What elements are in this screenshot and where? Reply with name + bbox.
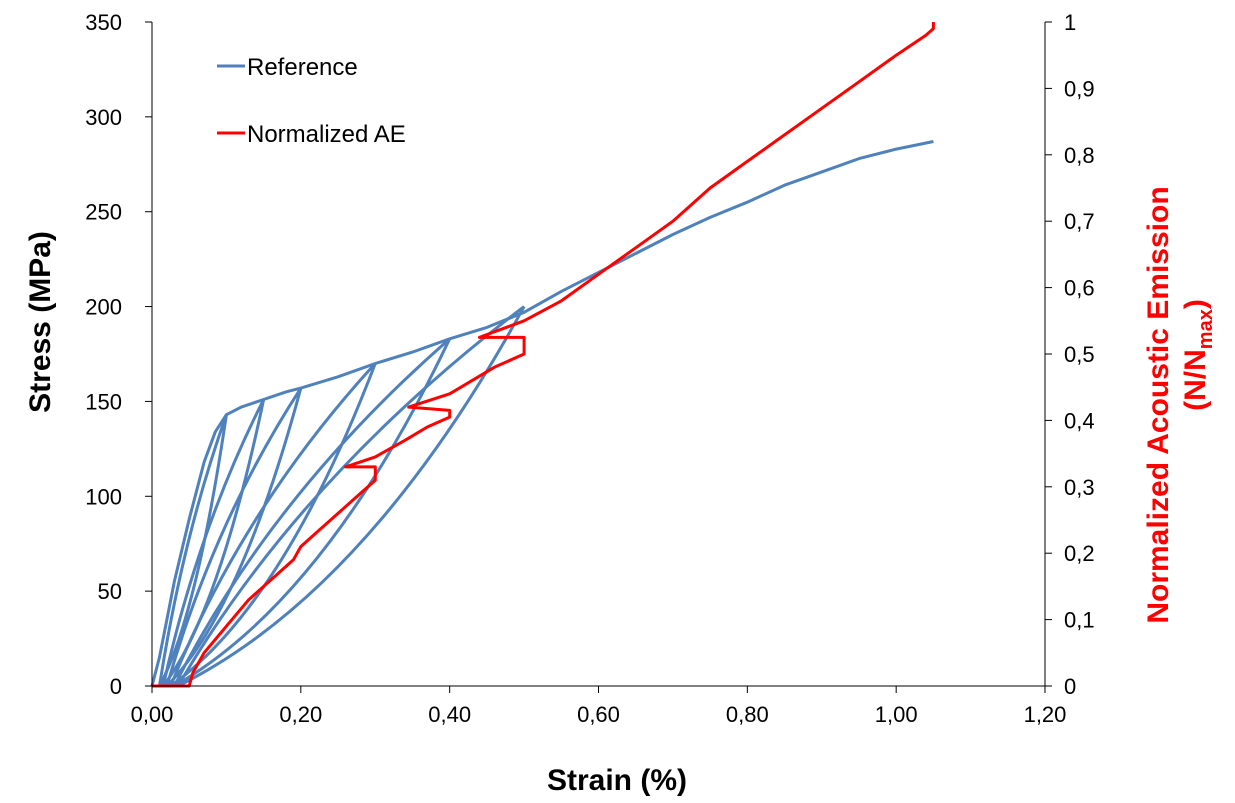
series-normalized-ae-line (152, 22, 935, 688)
y2-axis-title-line1: Normalized Acoustic Emission (1142, 186, 1175, 623)
y2-tick-label: 0,3 (1064, 475, 1095, 500)
series-layer (150, 22, 935, 688)
reference-reload-loop (172, 337, 451, 687)
y-tick-label: 200 (85, 295, 122, 320)
x-tick-label: 0,40 (428, 702, 471, 727)
y-tick-label: 0 (110, 674, 122, 699)
y-axis-title: Stress (MPa) (24, 231, 57, 413)
x-tick-label: 0,80 (726, 702, 769, 727)
y2-tick-label: 0,7 (1064, 209, 1095, 234)
y-tick-label: 150 (85, 389, 122, 414)
y2-tick-label: 0 (1064, 674, 1076, 699)
axes-layer: 0,00 0,20 0,40 0,60 0,80 1,00 1,20050100150200… (85, 10, 1094, 727)
y2-tick-label: 0,4 (1064, 408, 1095, 433)
y2-title-suffix: ) (1179, 299, 1212, 309)
series-reference-line (150, 140, 934, 687)
y-tick-label: 300 (85, 105, 122, 130)
y2-tick-label: 0,8 (1064, 143, 1095, 168)
y2-tick-label: 0,5 (1064, 342, 1095, 367)
y2-axis-title-line2: (N/Nmax) (1179, 299, 1217, 411)
y2-axis-title: Normalized Acoustic Emission (N/Nmax) (1142, 186, 1217, 623)
reference-unload-loop (177, 305, 526, 688)
reference-reload-loop (157, 414, 228, 687)
x-tick-label: 0,20 (279, 702, 322, 727)
x-tick-label: 0,60 (577, 702, 620, 727)
legend-label-normalized-ae: Normalized AE (247, 121, 406, 148)
x-tick-label: 0,00 (131, 702, 174, 727)
y-tick-label: 350 (85, 10, 122, 35)
y2-title-prefix: (N/N (1179, 349, 1212, 411)
reference-reload-loop (176, 305, 525, 687)
x-axis-title: Strain (%) (547, 764, 687, 797)
reference-reload-loop (161, 398, 265, 687)
y2-tick-label: 0,2 (1064, 541, 1095, 566)
x-tick-label: 1,20 (1024, 702, 1067, 727)
y2-tick-label: 1 (1064, 10, 1076, 35)
reference-reload-loop (169, 362, 377, 687)
y2-tick-label: 0,6 (1064, 276, 1095, 301)
legend-label-reference: Reference (247, 54, 358, 81)
reference-reload-loop (165, 387, 303, 687)
legend: Reference Normalized AE (217, 54, 406, 148)
plot-area (152, 22, 1045, 686)
y-tick-label: 100 (85, 484, 122, 509)
reference-unload-loop (161, 399, 266, 687)
x-tick-label: 1,00 (875, 702, 918, 727)
y2-title-sub: max (1195, 309, 1217, 349)
plot-background (152, 22, 1045, 686)
y2-tick-label: 0,9 (1064, 76, 1095, 101)
y2-tick-label: 0,1 (1064, 608, 1095, 633)
y-tick-label: 50 (98, 579, 122, 604)
y-tick-label: 250 (85, 200, 122, 225)
